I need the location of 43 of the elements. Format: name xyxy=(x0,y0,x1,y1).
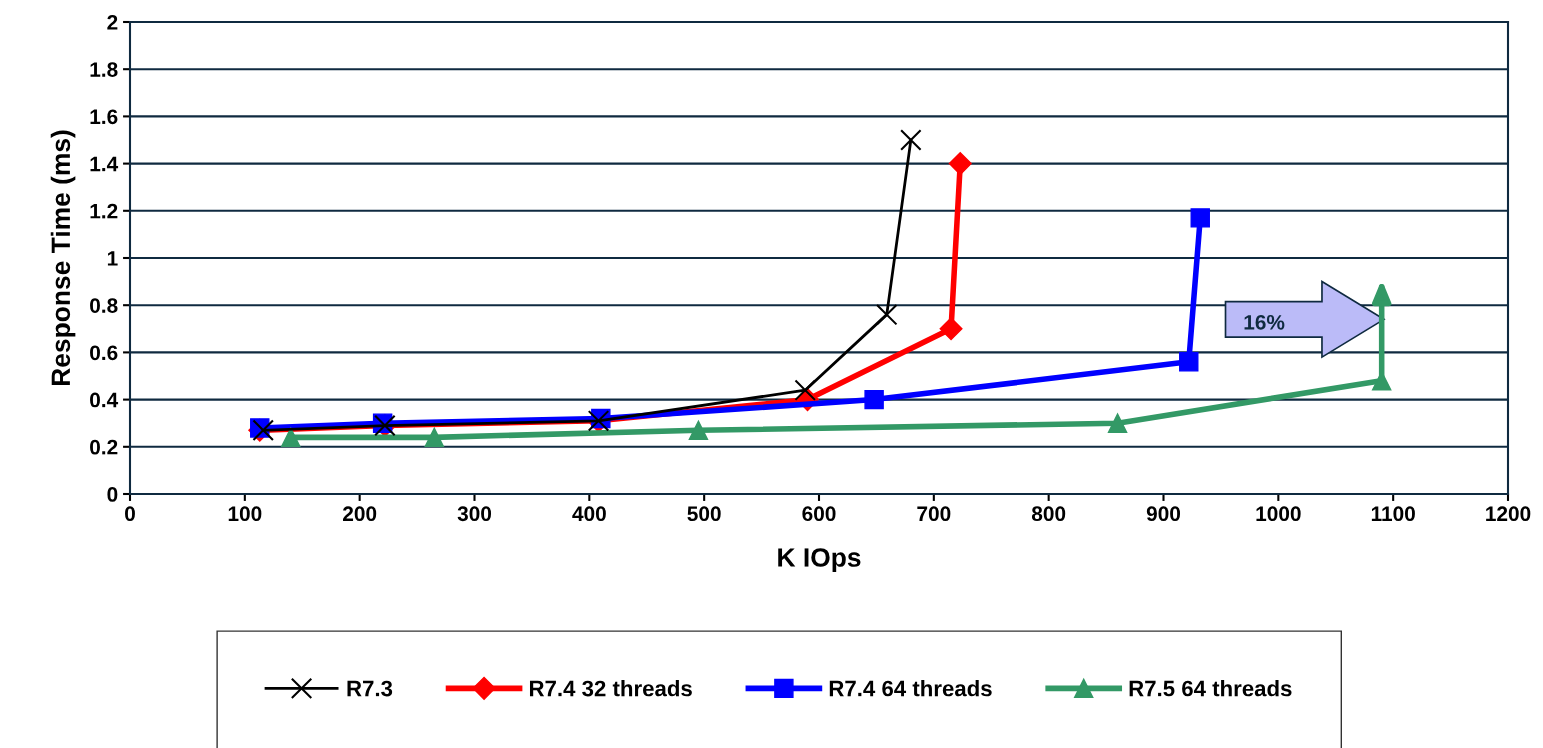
point xyxy=(875,303,898,326)
x-tick-label: 400 xyxy=(572,506,606,522)
x-tick-label: 0 xyxy=(125,506,135,522)
y-tick-label: 0 xyxy=(107,487,118,502)
x-axis-title: K IOps xyxy=(778,548,861,573)
x-tick-label: 900 xyxy=(1146,506,1181,522)
point xyxy=(281,427,301,448)
legend-label: R7.4 64 threads xyxy=(829,680,992,697)
x-tick-label: 100 xyxy=(228,506,262,522)
point xyxy=(688,420,709,441)
annotation: 16% xyxy=(1244,314,1285,330)
y-tick-label: 1.4 xyxy=(90,156,119,172)
x-tick-label: 800 xyxy=(1031,506,1066,522)
x-tick-label: 300 xyxy=(457,506,492,522)
legend-label: R7.4 32 threads xyxy=(529,680,692,697)
x-tick-label: 1200 xyxy=(1486,506,1531,522)
x-tick-label: 200 xyxy=(343,506,377,522)
x-tick-label: 700 xyxy=(917,506,951,522)
y-tick-label: 0.4 xyxy=(90,392,119,408)
y-tick-label: 1 xyxy=(107,251,118,266)
y-tick-label: 1.2 xyxy=(90,203,118,219)
legend-label: R7.5 64 threads xyxy=(1129,680,1292,697)
point xyxy=(1107,413,1128,433)
point xyxy=(794,379,816,401)
x-tick-label: 1000 xyxy=(1256,506,1301,522)
y-tick-label: 0.8 xyxy=(90,298,118,313)
point xyxy=(864,389,884,410)
x-tick-label: 1100 xyxy=(1371,506,1415,522)
point xyxy=(424,427,445,448)
point xyxy=(948,152,972,176)
point xyxy=(1190,208,1210,228)
point xyxy=(1179,352,1199,372)
y-tick-label: 1.8 xyxy=(90,62,118,77)
point xyxy=(900,129,922,151)
y-tick-label: 0.2 xyxy=(90,439,118,455)
y-tick-label: 0.6 xyxy=(90,345,118,361)
legend-label: R7.3 xyxy=(347,680,393,697)
y-tick-label: 2 xyxy=(107,15,118,30)
y-axis-title: Response Time (ms) xyxy=(50,130,76,386)
point xyxy=(939,317,963,341)
x-tick-label: 500 xyxy=(687,506,721,522)
y-tick-label: 1.6 xyxy=(90,109,118,125)
x-tick-label: 600 xyxy=(802,506,836,522)
